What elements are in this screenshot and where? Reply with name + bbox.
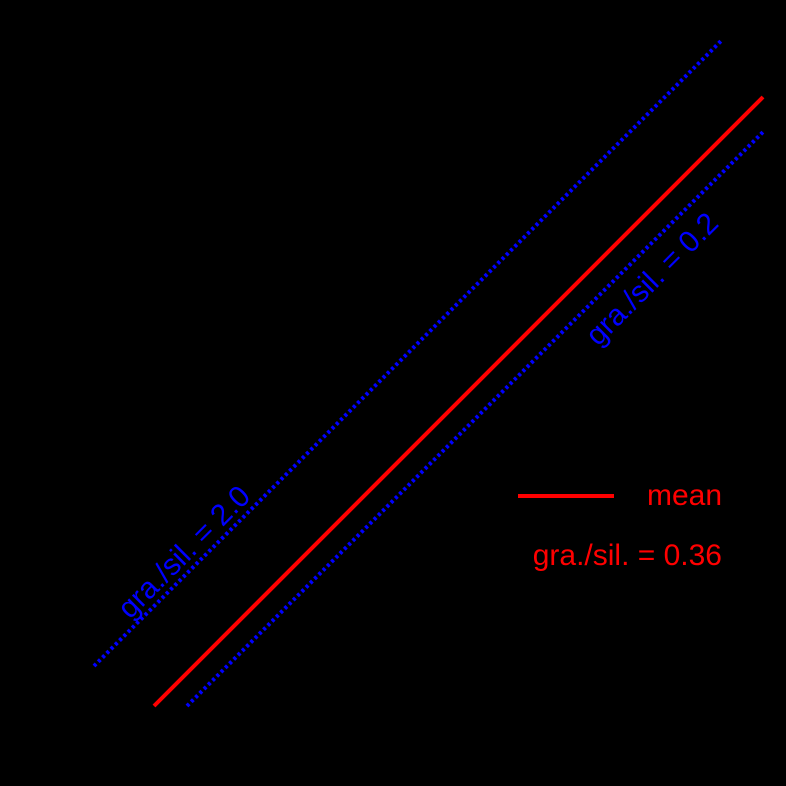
line-mean — [152, 95, 765, 708]
legend-ratio-label: gra./sil. = 0.36 — [533, 539, 722, 572]
line-ratio-2 — [92, 38, 724, 668]
legend-mean-label: mean — [647, 479, 722, 512]
